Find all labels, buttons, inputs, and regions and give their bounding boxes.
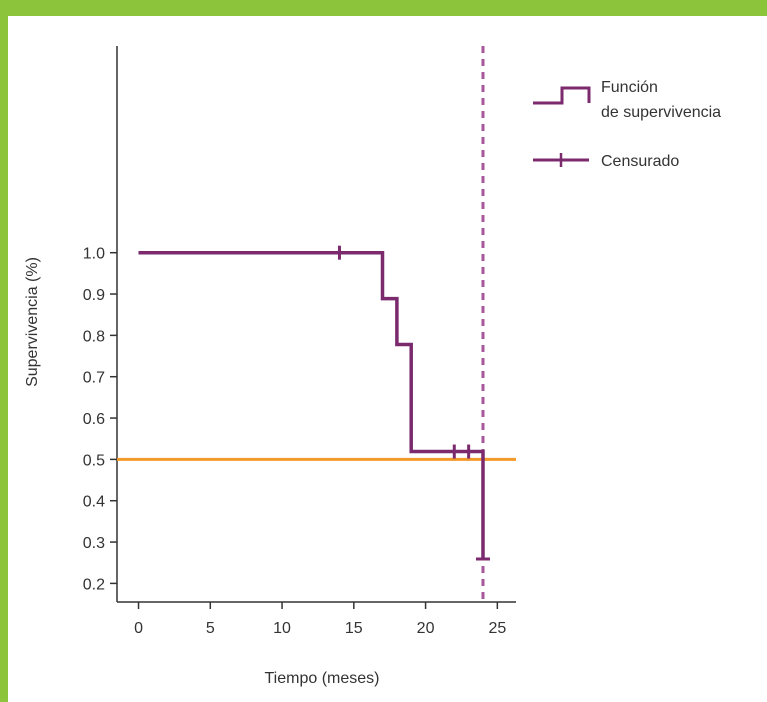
survival-step-line (138, 250, 485, 559)
legend-step-symbol (533, 86, 591, 105)
axes (116, 46, 516, 603)
y-tick-label: 1.0 (83, 246, 105, 263)
legend-label-survival-line2: de supervivencia (601, 104, 721, 121)
x-tick-label: 5 (206, 620, 215, 637)
legend-label-censored: Censurado (601, 153, 679, 170)
y-axis-title: Supervivencia (%) (24, 257, 41, 387)
y-tick-label: 0.7 (83, 370, 105, 387)
x-tick-label: 0 (134, 620, 143, 637)
x-tick-label: 15 (345, 620, 363, 637)
censor-marks (337, 245, 490, 561)
x-ticks: 0 5 10 15 20 25 (134, 602, 506, 637)
y-tick-label: 0.4 (83, 494, 105, 511)
x-tick-label: 20 (417, 620, 435, 637)
reference-lines (117, 46, 516, 602)
y-tick-label: 0.8 (83, 328, 105, 345)
legend: Función de supervivencia Censurado (533, 79, 721, 170)
series-group (138, 250, 485, 559)
x-tick-label: 25 (488, 620, 506, 637)
y-tick-label: 0.3 (83, 535, 105, 552)
y-ticks: 0.2 0.3 0.4 0.5 0.6 0.7 0.8 0.9 1.0 (83, 246, 117, 593)
legend-item-survival: Función de supervivencia (533, 79, 721, 121)
legend-item-censored: Censurado (533, 153, 679, 170)
y-tick-label: 0.9 (83, 287, 105, 304)
x-axis-title: Tiempo (meses) (265, 670, 380, 687)
y-tick-label: 0.6 (83, 411, 105, 428)
y-tick-label: 0.5 (83, 452, 105, 469)
legend-label-survival-line1: Función (601, 79, 658, 96)
x-tick-label: 10 (273, 620, 291, 637)
y-tick-label: 0.2 (83, 576, 105, 593)
